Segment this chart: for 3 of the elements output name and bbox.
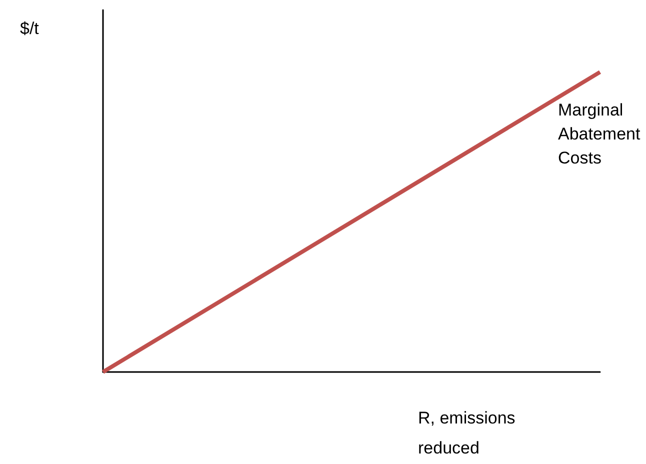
series-label: Marginal Abatement Costs: [558, 100, 645, 168]
y-axis-title: $/t: [20, 19, 40, 38]
x-axis-title: R, emissions reduced: [418, 408, 520, 458]
